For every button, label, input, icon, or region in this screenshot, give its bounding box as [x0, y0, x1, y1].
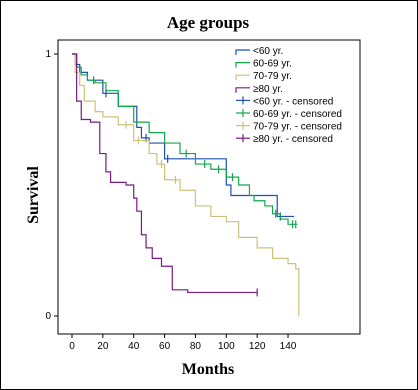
- plot-area: [57, 39, 361, 335]
- legend-swatch: [235, 49, 250, 55]
- legend-item: 70-79 yr. - censored: [236, 121, 342, 133]
- x-tick-label: 60: [159, 341, 171, 352]
- legend-label: 70-79 yr.: [253, 71, 292, 82]
- legend-item: 60-69 yr. - censored: [236, 109, 342, 120]
- y-axis-label: Survival: [25, 166, 42, 224]
- legend-item: 60-69 yr.: [235, 59, 292, 70]
- legend-label: ≥80 yr. - censored: [253, 134, 333, 145]
- x-tick-label: 40: [128, 341, 140, 352]
- axis-layer: 0 20 40 60 80 100 120 140 0 1: [45, 49, 296, 352]
- series-line-0: [72, 53, 295, 218]
- y-tick-label: 1: [45, 49, 51, 60]
- legend-label: 60-69 yr.: [253, 59, 292, 70]
- legend-swatch: [235, 87, 250, 93]
- legend-label: <60 yr. - censored: [253, 96, 333, 107]
- legend-item: 70-79 yr.: [235, 71, 292, 82]
- chart-title: Age groups: [167, 13, 250, 32]
- legend-label: ≥80 yr.: [253, 84, 283, 95]
- y-tick-label: 0: [45, 311, 51, 322]
- legend-swatch: [235, 74, 250, 81]
- x-tick-label: 80: [190, 341, 202, 352]
- x-tick-label: 100: [218, 341, 235, 352]
- legend-label: 70-79 yr. - censored: [253, 122, 342, 133]
- series-layer: [72, 53, 300, 316]
- x-axis-label: Months: [182, 361, 234, 378]
- x-tick-label: 20: [97, 341, 109, 352]
- legend-item: <60 yr. - censored: [236, 96, 333, 107]
- legend-item: ≥80 yr.: [235, 84, 283, 95]
- legend-item: ≥80 yr. - censored: [236, 134, 333, 145]
- series-line-3: [72, 53, 258, 294]
- series-line-2: [72, 53, 300, 316]
- legend-label: <60 yr.: [253, 46, 283, 57]
- legend-label: 60-69 yr. - censored: [253, 109, 342, 120]
- legend-swatch: [235, 62, 250, 68]
- legend: <60 yr. 60-69 yr.70-79 yr. ≥80 yr.<60 yr. …: [235, 46, 342, 145]
- legend-item: <60 yr.: [235, 46, 283, 57]
- x-tick-label: 0: [69, 341, 75, 352]
- x-tick-label: 140: [280, 341, 297, 352]
- x-tick-label: 120: [249, 341, 266, 352]
